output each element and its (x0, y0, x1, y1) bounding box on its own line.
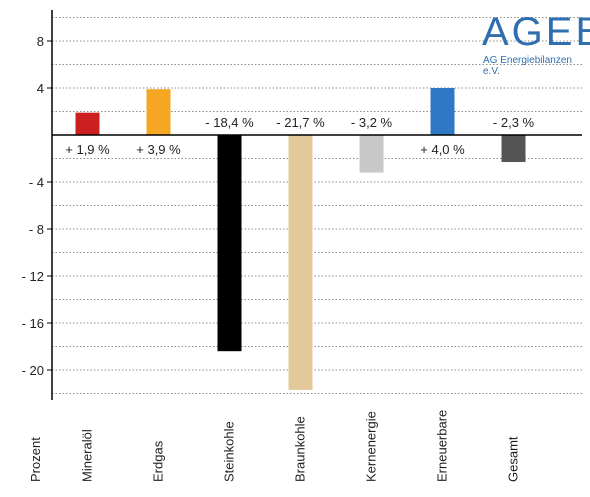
bar-mineralöl (75, 112, 100, 135)
y-axis-label: Prozent (28, 437, 43, 482)
bar-kernenergie (359, 135, 384, 173)
category-labels: Mineralöl Erdgas Steinkohle Braunkohle Kerne… (80, 410, 521, 482)
data-label: - 3,2 % (351, 115, 393, 130)
category-label: Gesamt (506, 436, 521, 482)
bars (75, 88, 526, 390)
category-label: Erdgas (151, 440, 166, 482)
data-label: - 21,7 % (276, 115, 325, 130)
y-tick-label: - 8 (29, 222, 44, 237)
data-label: + 3,9 % (136, 142, 181, 157)
category-label: Steinkohle (222, 421, 237, 482)
y-tick-label: - 20 (22, 363, 44, 378)
y-tick-label: 4 (37, 81, 44, 96)
category-label: Erneuerbare (435, 410, 450, 482)
bar-steinkohle (217, 135, 242, 352)
data-label: - 2,3 % (493, 115, 535, 130)
data-labels: + 1,9 % + 3,9 % - 18,4 % - 21,7 % - 3,2 % + 4… (65, 115, 534, 157)
data-label: + 4,0 % (420, 142, 465, 157)
data-label: + 1,9 % (65, 142, 110, 157)
bar-erdgas (146, 89, 171, 135)
data-label: - 18,4 % (205, 115, 254, 130)
y-tick-label: - 16 (22, 316, 44, 331)
category-label: Kernenergie (364, 411, 379, 482)
bar-erneuerbare (430, 88, 455, 135)
grid-lines (52, 17, 582, 394)
y-tick-labels: 8 4 - 4 - 8 - 12 - 16 - 20 (22, 34, 52, 378)
ageb-logo: AGEB (482, 10, 590, 54)
y-tick-label: - 4 (29, 175, 44, 190)
y-tick-label: - 12 (22, 269, 44, 284)
category-label: Mineralöl (80, 429, 95, 482)
bar-braunkohle (288, 135, 313, 390)
y-tick-label: 8 (37, 34, 44, 49)
category-label: Braunkohle (293, 416, 308, 482)
ageb-logo-subtitle: AG Energiebilanzen e.V. (483, 55, 572, 77)
bar-gesamt (501, 135, 526, 163)
